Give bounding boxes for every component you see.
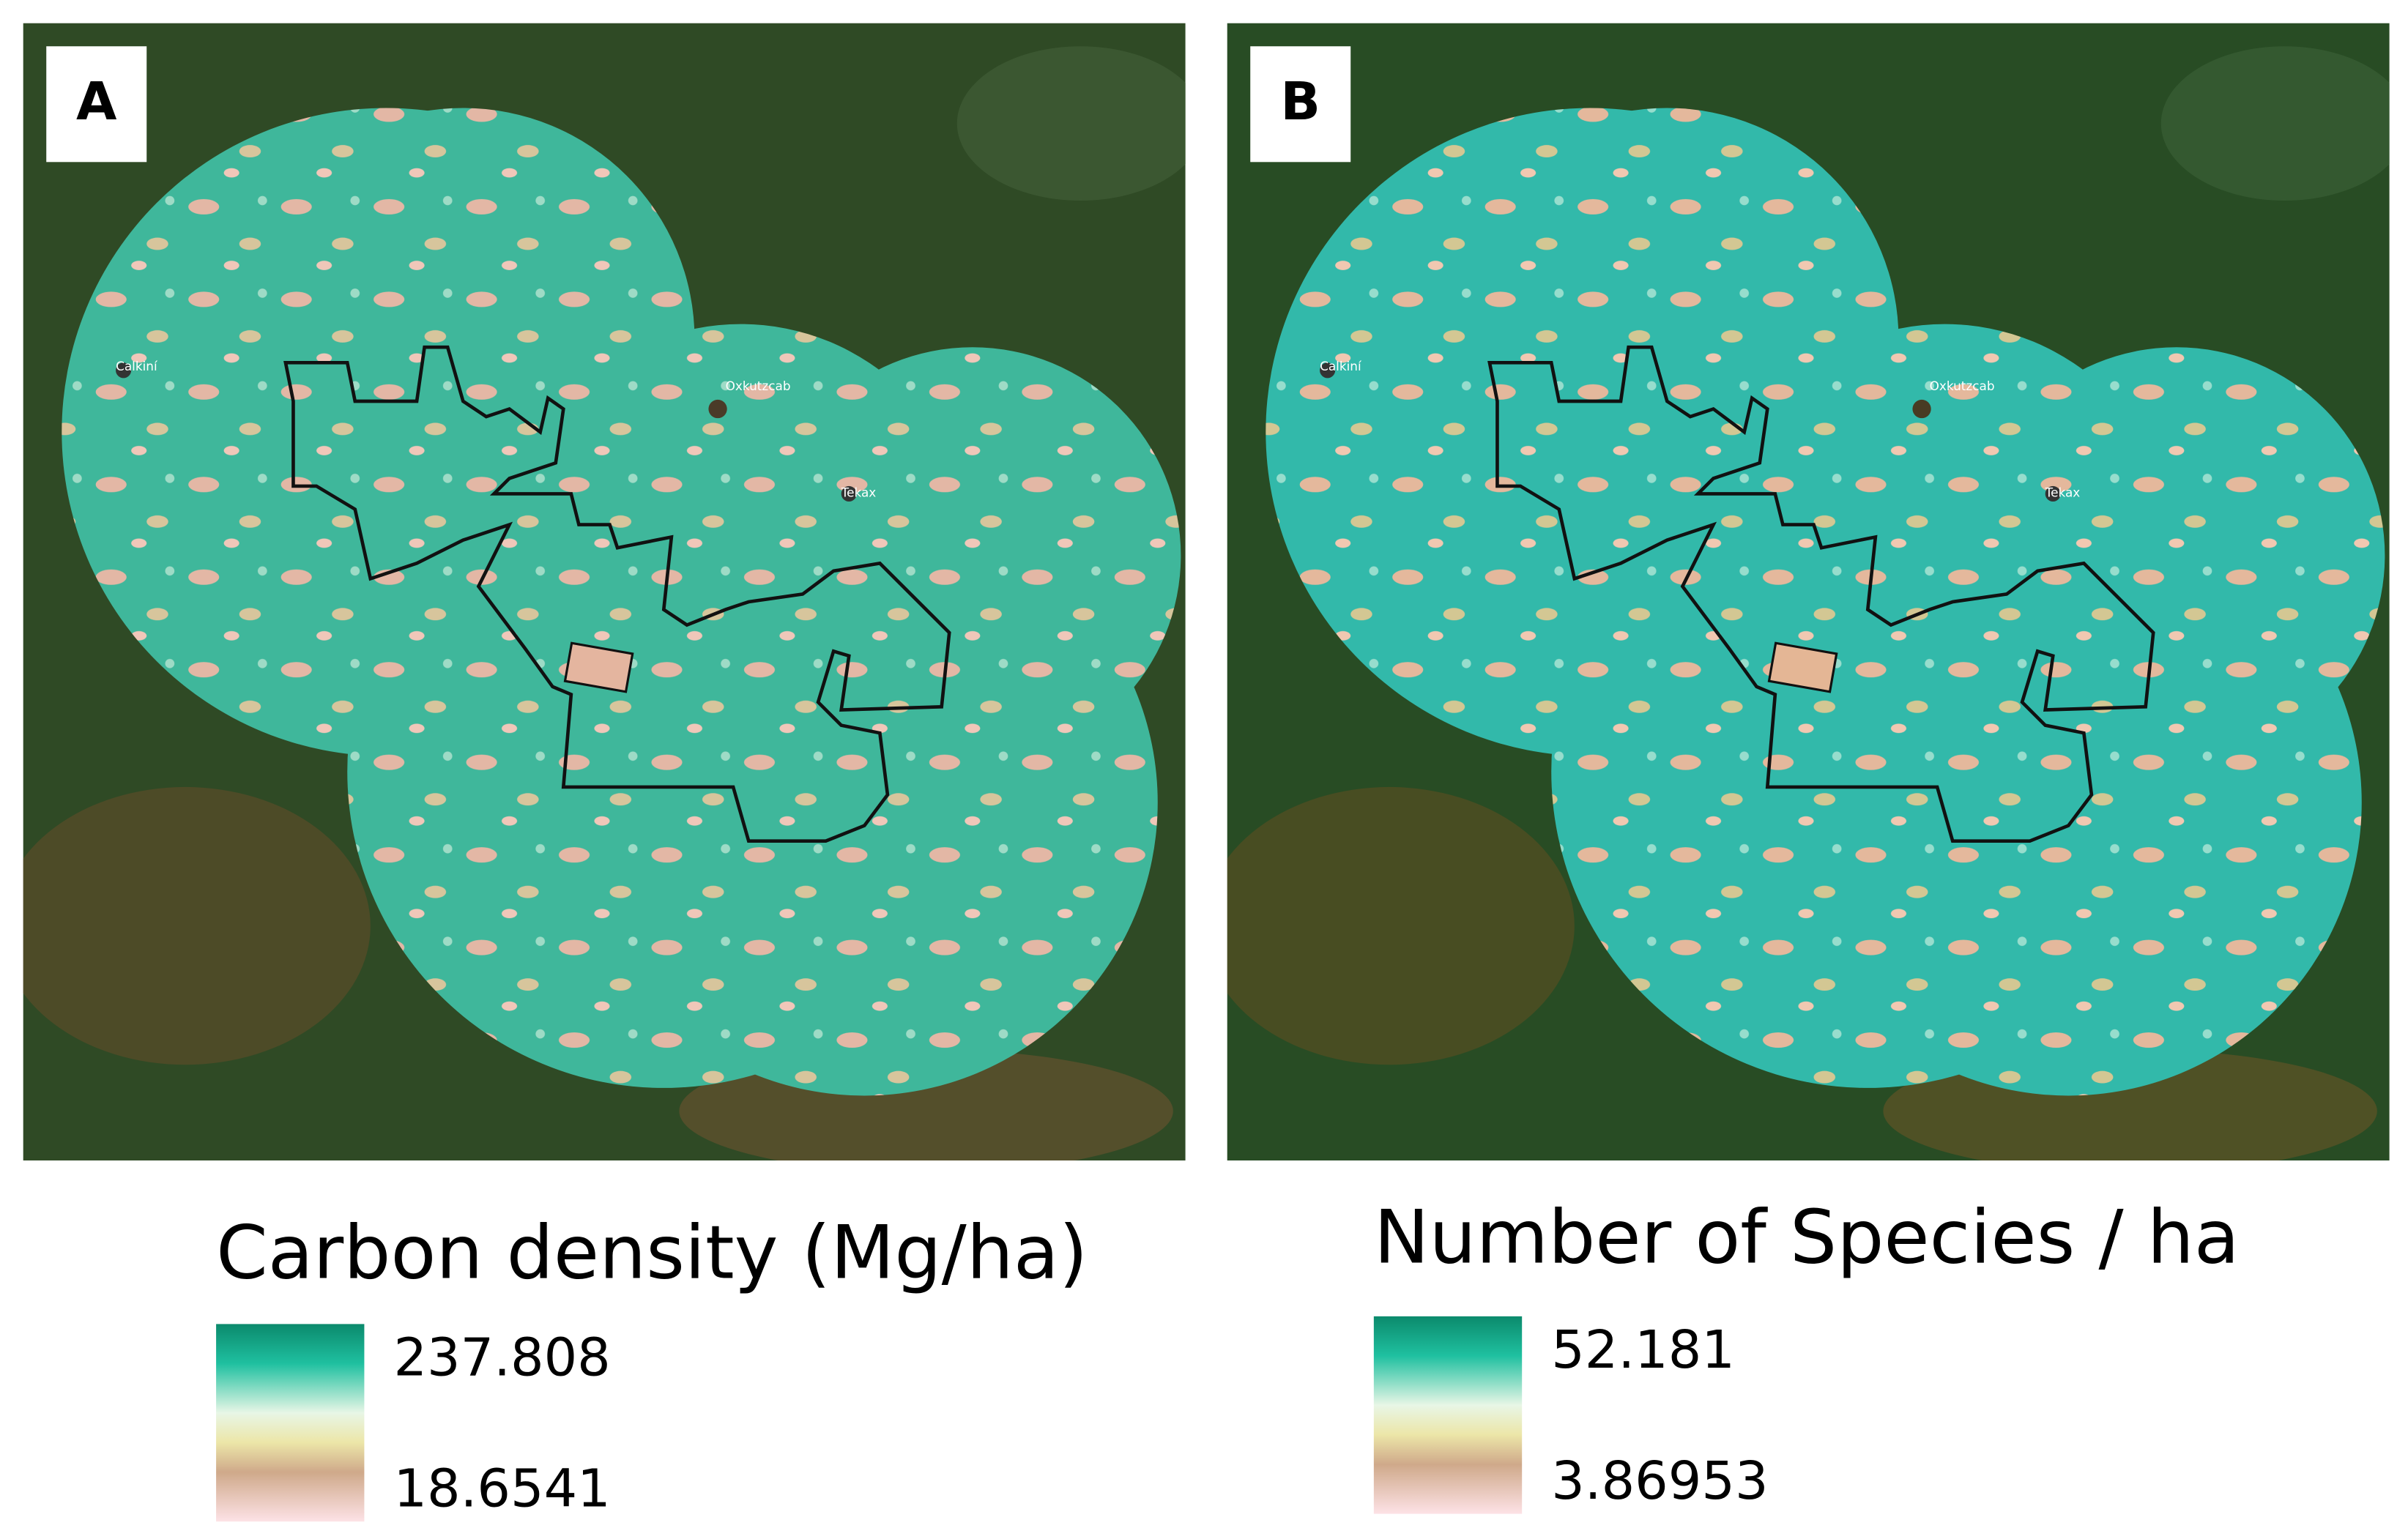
- place-label: Oxkutzcab: [1930, 379, 1995, 393]
- legend-ramp: [1373, 1316, 1523, 1514]
- legend-min: 3.86953: [1551, 1450, 1768, 1511]
- panel-label: B: [1280, 70, 1320, 132]
- panel-label: A: [76, 70, 117, 132]
- panel-label-box: [46, 46, 147, 163]
- legend-ramp: [216, 1324, 365, 1522]
- legend-max: 52.181: [1551, 1319, 1735, 1380]
- place-label: Calkiní: [116, 359, 158, 373]
- legend-min: 18.6541: [393, 1458, 610, 1519]
- legend-title: Number of Species / ha: [1374, 1194, 2240, 1281]
- map-a: [0, 23, 1204, 1173]
- map-b: [1204, 23, 2408, 1173]
- legend-max: 237.808: [393, 1327, 610, 1388]
- panel-label-box: [1250, 46, 1351, 163]
- place-label: Tekax: [841, 485, 877, 500]
- place-label: Oxkutzcab: [726, 379, 791, 393]
- legend-title: Carbon density (Mg/ha): [216, 1210, 1088, 1296]
- place-label: Calkiní: [1320, 359, 1362, 373]
- place-label: Tekax: [2045, 485, 2081, 500]
